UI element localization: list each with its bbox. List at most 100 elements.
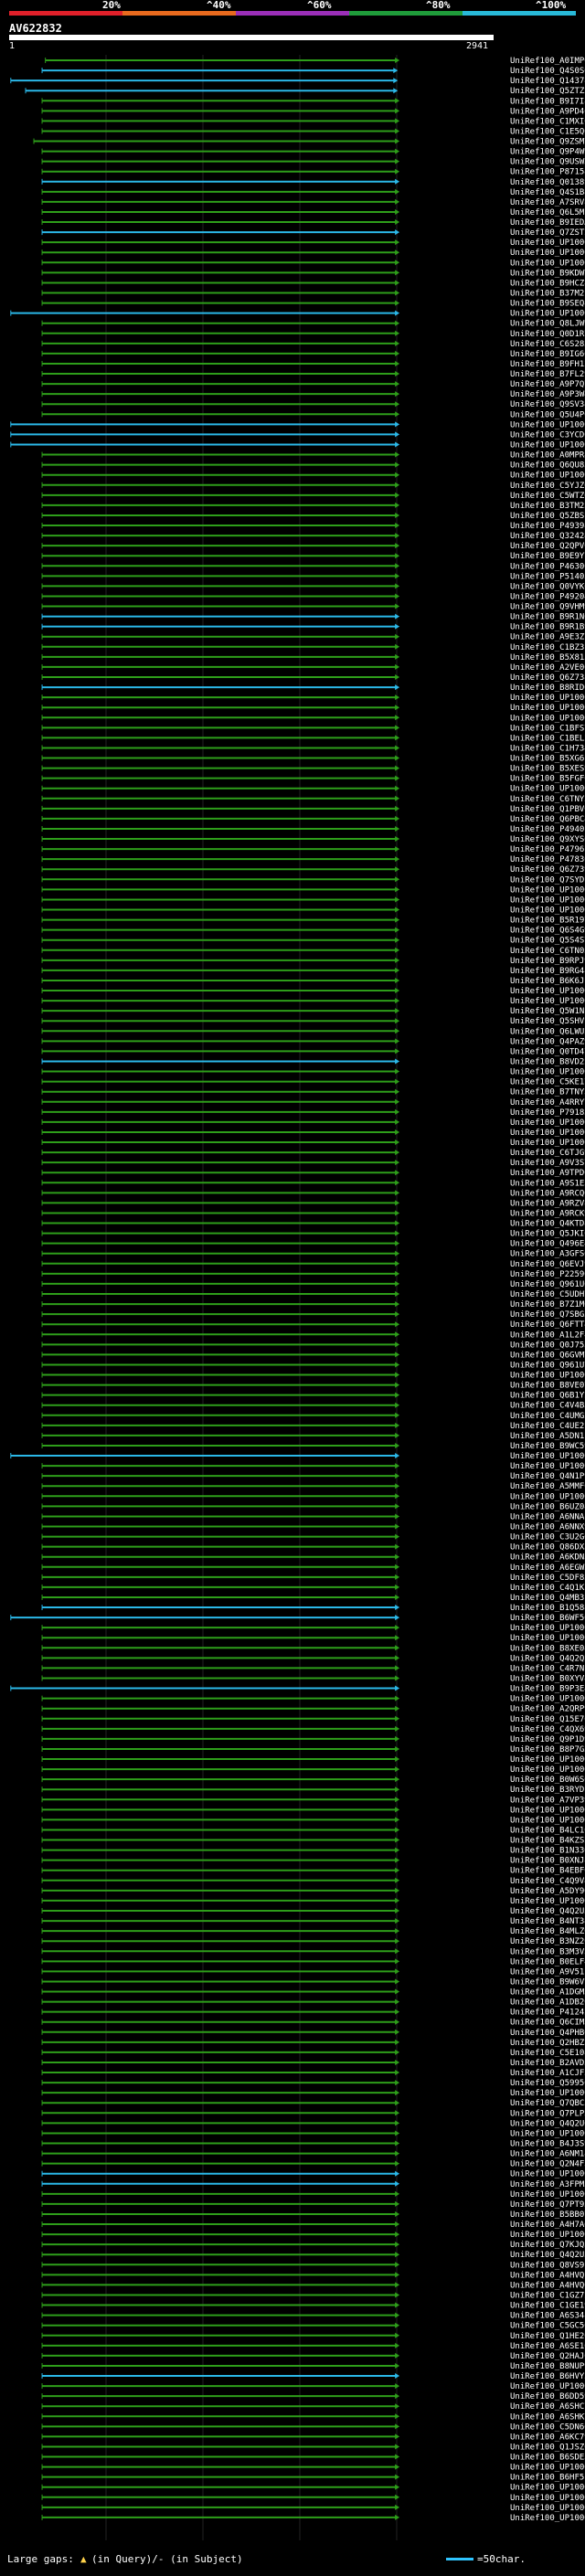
hit-label[interactable]: UniRef100_Q961U7 xyxy=(510,1361,585,1370)
hit-label[interactable]: UniRef100_UP1000... xyxy=(510,2484,585,2493)
hit-label[interactable]: UniRef100_Q4Q2U5 xyxy=(510,2251,585,2260)
hit-label[interactable]: UniRef100_UP1000... xyxy=(510,2504,585,2513)
hit-label[interactable]: UniRef100_Q1JSZ0 xyxy=(510,2443,585,2452)
hit-label[interactable]: UniRef100_UP1000... xyxy=(510,1372,585,1381)
hit-label[interactable]: UniRef100_UP1000... xyxy=(510,1897,585,1906)
hit-label[interactable]: UniRef100_A6SE10 xyxy=(510,2342,585,2351)
hit-label[interactable]: UniRef100_C5YJZ0 xyxy=(510,482,585,491)
hit-label[interactable]: UniRef100_B5XG61 xyxy=(510,755,585,764)
hit-label[interactable]: UniRef100_A6NNA1 xyxy=(510,1512,585,1521)
hit-label[interactable]: UniRef100_Q4S1B8 xyxy=(510,188,585,197)
hit-label[interactable]: UniRef100_UP1000... xyxy=(510,704,585,713)
hit-label[interactable]: UniRef100_C5KE17 xyxy=(510,1078,585,1087)
hit-label[interactable]: UniRef100_B6WF50 xyxy=(510,1614,585,1623)
hit-label[interactable]: UniRef100_A9V511 xyxy=(510,1967,585,1977)
hit-label[interactable]: UniRef100_A6SHC7 xyxy=(510,2402,585,2412)
hit-label[interactable]: UniRef100_UP1000... xyxy=(510,2089,585,2098)
hit-label[interactable]: UniRef100_B5XES9 xyxy=(510,765,585,774)
hit-label[interactable]: UniRef100_C1BFS7 xyxy=(510,724,585,733)
hit-label[interactable]: UniRef100_B7FL29 xyxy=(510,370,585,379)
hit-label[interactable]: UniRef100_B5BB07 xyxy=(510,2210,585,2220)
hit-label[interactable]: UniRef100_B9P3E4 xyxy=(510,1685,585,1694)
hit-label[interactable]: UniRef100_B9HCZ8 xyxy=(510,279,585,288)
hit-label[interactable]: UniRef100_Q15E76 xyxy=(510,1715,585,1724)
hit-label[interactable]: UniRef100_P49401 xyxy=(510,825,585,834)
hit-label[interactable]: UniRef100_UP1000... xyxy=(510,2382,585,2391)
hit-label[interactable]: UniRef100_A5MMF6 xyxy=(510,1482,585,1491)
hit-label[interactable]: UniRef100_Q6QU83 xyxy=(510,461,585,471)
hit-label[interactable]: UniRef100_Q4Q2Q2 xyxy=(510,1654,585,1663)
hit-label[interactable]: UniRef100_Q4N1P9 xyxy=(510,1472,585,1481)
hit-label[interactable]: UniRef100_Q9P1D9 xyxy=(510,1735,585,1744)
hit-label[interactable]: UniRef100_Q8LJW9 xyxy=(510,320,585,329)
hit-label[interactable]: UniRef100_P47836 xyxy=(510,855,585,864)
hit-label[interactable]: UniRef100_Q4MB3 xyxy=(510,1594,584,1603)
hit-label[interactable]: UniRef100_Q2QPV6 xyxy=(510,542,585,551)
hit-label[interactable]: UniRef100_C1BZ31 xyxy=(510,643,585,652)
hit-label[interactable]: UniRef100_A6EGW5 xyxy=(510,1564,585,1573)
hit-label[interactable]: UniRef100_B9WC59 xyxy=(510,1442,585,1451)
hit-label[interactable]: UniRef100_Q9VHM9 xyxy=(510,603,585,612)
hit-label[interactable]: UniRef100_C1GZ72 xyxy=(510,2291,585,2300)
hit-label[interactable]: UniRef100_Q14378 xyxy=(510,77,585,86)
hit-label[interactable]: UniRef100_C6S283 xyxy=(510,340,585,349)
hit-label[interactable]: UniRef100_Q1PBV0 xyxy=(510,805,585,814)
hit-label[interactable]: UniRef100_UP1000... xyxy=(510,1139,585,1148)
hit-label[interactable]: UniRef100_C4UMG2 xyxy=(510,1412,585,1421)
hit-label[interactable]: UniRef100_C1H734 xyxy=(510,744,585,753)
hit-label[interactable]: UniRef100_UP1000... xyxy=(510,997,585,1006)
hit-label[interactable]: UniRef100_B3NZ20 xyxy=(510,1937,585,1946)
hit-label[interactable]: UniRef100_C1E5Q0 xyxy=(510,127,585,136)
hit-label[interactable]: UniRef100_P46300 xyxy=(510,562,585,571)
hit-label[interactable]: UniRef100_B4NT34 xyxy=(510,1917,585,1926)
hit-label[interactable]: UniRef100_A3FPM5 xyxy=(510,2180,585,2189)
hit-label[interactable]: UniRef100_A6SHK7 xyxy=(510,2412,585,2422)
hit-label[interactable]: UniRef100_Q7SYD1 xyxy=(510,875,585,885)
hit-label[interactable]: UniRef100_A1CJF3 xyxy=(510,2069,585,2078)
hit-label[interactable]: UniRef100_B4MLZ0 xyxy=(510,1927,585,1936)
hit-label[interactable]: UniRef100_C4V4B3 xyxy=(510,1402,585,1411)
hit-label[interactable]: UniRef100_P22590 xyxy=(510,1270,585,1279)
hit-label[interactable]: UniRef100_A4RRY7 xyxy=(510,1098,585,1108)
hit-label[interactable]: UniRef100_Q7PT95 xyxy=(510,2200,585,2210)
hit-label[interactable]: UniRef100_Q0J753 xyxy=(510,1341,585,1350)
hit-label[interactable]: UniRef100_B9RG48 xyxy=(510,967,585,976)
hit-label[interactable]: UniRef100_A5DN11 xyxy=(510,1432,585,1441)
hit-label[interactable]: UniRef100_B9E9Y7 xyxy=(510,552,585,561)
hit-label[interactable]: UniRef100_UP1000... xyxy=(510,1068,585,1077)
hit-label[interactable]: UniRef100_UP1000... xyxy=(510,1634,585,1643)
hit-label[interactable]: UniRef100_Q5U4P0 xyxy=(510,410,585,419)
hit-label[interactable]: UniRef100_B9SEQ8 xyxy=(510,300,585,309)
hit-label[interactable]: UniRef100_Q6PBC4 xyxy=(510,815,585,824)
hit-label[interactable]: UniRef100_Q7KJQ3 xyxy=(510,2241,585,2250)
hit-label[interactable]: UniRef100_A9P3W4 xyxy=(510,390,585,399)
hit-label[interactable]: UniRef100_A6S348 xyxy=(510,2312,585,2321)
hit-label[interactable]: UniRef100_A1DB26 xyxy=(510,1998,585,2008)
hit-label[interactable]: UniRef100_Q4PHB0 xyxy=(510,2029,585,2038)
hit-label[interactable]: UniRef100_B7TNY3 xyxy=(510,1088,585,1097)
hit-label[interactable]: UniRef100_UP1000... xyxy=(510,1695,585,1704)
hit-label[interactable]: UniRef100_A3GFS0 xyxy=(510,1250,585,1259)
hit-label[interactable]: UniRef100_Q4S0S6 xyxy=(510,67,585,76)
hit-label[interactable]: UniRef100_Q0TD47 xyxy=(510,1047,585,1056)
hit-label[interactable]: UniRef100_Q6LWU2 xyxy=(510,1027,585,1036)
hit-label[interactable]: UniRef100_Q0VYK6 xyxy=(510,582,585,591)
hit-label[interactable]: UniRef100_C5WTZ6 xyxy=(510,492,585,501)
hit-label[interactable]: UniRef100_UP1000... xyxy=(510,1452,585,1461)
hit-label[interactable]: UniRef100_A9PD40 xyxy=(510,107,585,116)
hit-label[interactable]: UniRef100_Q0D1R7 xyxy=(510,330,585,339)
hit-label[interactable]: UniRef100_P51405 xyxy=(510,572,585,581)
hit-label[interactable]: UniRef100_A0IMP6 xyxy=(510,57,585,66)
hit-label[interactable]: UniRef100_Q5S4S7 xyxy=(510,937,585,946)
hit-label[interactable]: UniRef100_C3U2G6 xyxy=(510,1533,585,1542)
hit-label[interactable]: UniRef100_A9V3S7 xyxy=(510,1159,585,1168)
hit-label[interactable]: UniRef100_Q6L5M1 xyxy=(510,208,585,217)
hit-label[interactable]: UniRef100_B4J3S9 xyxy=(510,2140,585,2149)
hit-label[interactable]: UniRef100_B0XNJ8 xyxy=(510,1857,585,1866)
hit-label[interactable]: UniRef100_B4LC10 xyxy=(510,1826,585,1835)
hit-label[interactable]: UniRef100_B4KZS2 xyxy=(510,1837,585,1846)
hit-label[interactable]: UniRef100_C4UE21 xyxy=(510,1422,585,1431)
hit-label[interactable]: UniRef100_A6NNX9 xyxy=(510,1523,585,1532)
hit-label[interactable]: UniRef100_C1GE19 xyxy=(510,2302,585,2311)
hit-label[interactable]: UniRef100_UP1000... xyxy=(510,2129,585,2138)
